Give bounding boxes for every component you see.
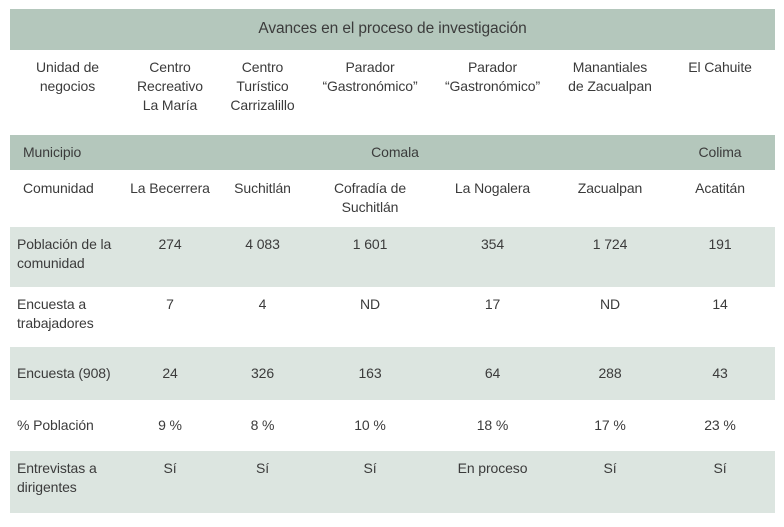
municipio-colima: Colima — [665, 135, 776, 170]
cell-value: 9 % — [158, 417, 182, 434]
cell-value: 4 — [258, 296, 267, 312]
table-row-encuesta-908: Encuesta (908) 24 326 163 64 288 43 — [10, 347, 776, 400]
cell-value: 17 — [484, 296, 501, 312]
cell-value: En proceso — [457, 460, 528, 476]
cell-value: 17 % — [594, 417, 626, 434]
cell-value: 18 % — [476, 417, 509, 434]
table-title-row: Avances en el proceso de investigación — [10, 9, 776, 50]
cell-value: 7 — [166, 296, 174, 312]
cell-value: Sí — [555, 513, 665, 527]
municipio-comala: Comala — [125, 135, 665, 170]
cell-value: Sí — [665, 513, 775, 527]
research-progress-table: Avances en el proceso de investigación U… — [10, 9, 776, 527]
cell-value: 1 601 — [352, 236, 388, 252]
row-label: Población de la comunidad — [17, 236, 112, 271]
row-label: Entrevistas a dirigentes — [17, 460, 97, 495]
header-unit-centro-turistico: Centro Turístico Carrizalillo — [230, 59, 295, 113]
row-label: % Población — [17, 417, 94, 434]
cell-value: 10 % — [354, 417, 386, 434]
cell-value: 354 — [480, 236, 505, 252]
table-row-encuesta-trabajadores: Encuesta a trabajadores 7 4 ND 17 ND 14 — [10, 287, 775, 347]
header-row-business-units: Unidad de negocios Centro Recreativo La … — [10, 50, 775, 135]
header-unidad-de-negocios: Unidad de negocios — [36, 59, 99, 94]
row-label: Observación — [10, 513, 125, 527]
cell-value: Sí — [310, 513, 430, 527]
cell-value: 14 — [712, 296, 728, 312]
table-row-poblacion: Población de la comunidad 274 4 083 1 60… — [10, 227, 776, 287]
cell-value: Sí — [430, 513, 555, 527]
cell-value: 4 083 — [245, 236, 280, 252]
header-unit-centro-recreativo: Centro Recreativo La María — [137, 59, 203, 113]
comunidad-la-nogalera: La Nogalera — [454, 180, 531, 196]
comunidad-zacualpan: Zacualpan — [577, 180, 643, 196]
table-row-observacion: Observación Sí Sí Sí Sí Sí Sí — [10, 513, 775, 527]
header-unit-el-cahuite: El Cahuite — [688, 59, 752, 75]
cell-value: 24 — [162, 365, 178, 382]
research-progress-table-container: Avances en el proceso de investigación U… — [10, 9, 776, 527]
comunidad-label: Comunidad — [23, 180, 94, 196]
cell-value: Sí — [713, 460, 727, 476]
cell-value: Sí — [215, 513, 310, 527]
comunidad-la-becerrera: La Becerrera — [130, 180, 210, 196]
cell-value: 191 — [708, 236, 732, 252]
header-unit-manantiales: Manantiales de Zacualpan — [568, 59, 652, 94]
cell-value: 1 724 — [592, 236, 628, 252]
comunidad-acatitan: Acatitán — [695, 180, 745, 196]
comunidad-cofradia: Cofradía de Suchitlán — [333, 180, 407, 215]
row-label: Encuesta a trabajadores — [17, 296, 94, 331]
cell-value: 43 — [712, 365, 728, 382]
cell-value: ND — [359, 296, 381, 312]
comunidad-row: Comunidad La Becerrera Suchitlán Cofradí… — [10, 170, 775, 227]
cell-value: Sí — [125, 513, 215, 527]
cell-value: ND — [599, 296, 621, 312]
header-unit-parador-gastronomico-2: Parador “Gastronómico” — [444, 59, 541, 94]
cell-value: Sí — [603, 460, 617, 476]
table-row-pct-poblacion: % Población 9 % 8 % 10 % 18 % 17 % 23 % — [10, 400, 775, 451]
cell-value: 274 — [158, 236, 182, 252]
cell-value: Sí — [163, 460, 177, 476]
cell-value: 8 % — [250, 417, 275, 434]
table-title: Avances en el proceso de investigación — [10, 9, 776, 50]
row-label: Encuesta (908) — [17, 365, 111, 382]
cell-value: 288 — [598, 365, 622, 382]
municipio-label: Municipio — [10, 135, 125, 170]
cell-value: 326 — [250, 365, 275, 382]
cell-value: 23 % — [704, 417, 736, 434]
cell-value: Sí — [363, 460, 377, 476]
municipio-row: Municipio Comala Colima — [10, 135, 776, 170]
cell-value: Sí — [255, 460, 270, 476]
header-unit-parador-gastronomico-1: Parador “Gastronómico” — [322, 59, 418, 94]
comunidad-suchitlan: Suchitlán — [234, 180, 291, 196]
cell-value: 64 — [484, 365, 501, 382]
cell-value: 163 — [358, 365, 382, 382]
table-row-entrevistas: Entrevistas a dirigentes Sí Sí Sí En pro… — [10, 451, 776, 513]
